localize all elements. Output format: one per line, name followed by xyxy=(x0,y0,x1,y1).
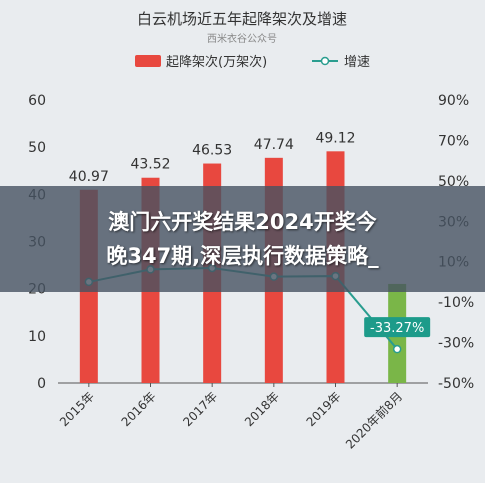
legend-bar-label: 起降架次(万架次) xyxy=(166,54,267,70)
legend: 起降架次(万架次) 增速 xyxy=(135,54,370,70)
x-axis-tick-label: 2020年前8月 xyxy=(342,389,405,452)
right-axis-tick-label: -30% xyxy=(438,336,474,352)
x-axis-tick-label: 2017年 xyxy=(180,389,220,429)
chart-title: 白云机场近五年起降架次及增速 xyxy=(137,10,347,28)
left-axis-tick-label: 10 xyxy=(28,329,46,345)
right-axis-tick-label: -50% xyxy=(438,376,474,392)
bar-value-label: 49.12 xyxy=(315,130,355,146)
overlay-banner: 澳门六开奖结果2024开奖今 晚347期,深层执行数据策略_ xyxy=(0,186,485,292)
bar-value-label: 43.52 xyxy=(130,157,170,173)
growth-label-box xyxy=(364,317,431,338)
overlay-line-1: 澳门六开奖结果2024开奖今 xyxy=(108,210,377,234)
legend-line-label: 增速 xyxy=(344,55,370,70)
bar-value-label: 47.74 xyxy=(254,137,294,153)
x-axis-tick-label: 2019年 xyxy=(304,389,344,429)
x-axis-tick-label: 2015年 xyxy=(57,389,97,429)
right-axis-tick-label: -10% xyxy=(438,295,474,311)
right-axis-tick-label: 70% xyxy=(438,133,469,149)
right-axis-tick-label: 90% xyxy=(438,93,469,109)
legend-line-marker xyxy=(320,56,330,66)
x-axis-tick-label: 2018年 xyxy=(242,389,282,429)
left-axis-tick-label: 60 xyxy=(28,93,46,109)
right-axis-tick-label: 50% xyxy=(438,174,469,190)
left-axis-tick-label: 50 xyxy=(28,140,46,156)
growth-point xyxy=(392,344,402,354)
data-labels: 40.97 43.52 46.53 47.74 49.12 -33.27% xyxy=(69,130,431,338)
chart-subtitle: 西米衣谷公众号 xyxy=(207,32,277,45)
x-axis-tick-label: 2016年 xyxy=(119,389,159,429)
bar-value-label: 40.97 xyxy=(69,169,109,185)
growth-value-label: -33.27% xyxy=(370,321,424,336)
overlay-line-2: 晚347期,深层执行数据策略_ xyxy=(106,244,379,268)
left-axis-tick-label: 0 xyxy=(37,376,46,392)
bar-value-label: 46.53 xyxy=(192,143,232,159)
legend-bar-swatch xyxy=(135,55,161,67)
